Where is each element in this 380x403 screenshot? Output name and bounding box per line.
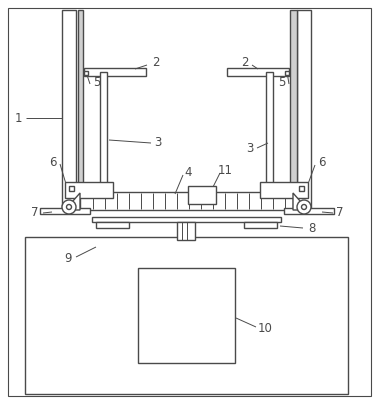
Text: 6: 6 <box>318 156 326 170</box>
Text: 3: 3 <box>154 137 162 150</box>
Text: 6: 6 <box>49 156 57 170</box>
Bar <box>69 186 74 191</box>
Text: 3: 3 <box>246 141 254 154</box>
Bar <box>285 71 289 75</box>
Bar <box>227 68 289 76</box>
Bar <box>80 192 293 210</box>
Circle shape <box>297 200 311 214</box>
Bar <box>96 222 129 228</box>
Text: 11: 11 <box>217 164 233 177</box>
Bar <box>244 222 277 228</box>
Circle shape <box>66 204 71 210</box>
Text: 7: 7 <box>31 206 39 220</box>
Bar <box>266 72 273 194</box>
Bar <box>138 268 235 363</box>
Text: 9: 9 <box>64 251 72 264</box>
Bar <box>260 182 308 198</box>
Polygon shape <box>65 193 80 210</box>
Text: 2: 2 <box>241 56 249 69</box>
Text: 5: 5 <box>278 77 286 89</box>
Bar <box>177 222 195 240</box>
Polygon shape <box>293 193 308 210</box>
Bar <box>299 186 304 191</box>
Text: 7: 7 <box>336 206 344 220</box>
Text: 2: 2 <box>152 56 160 69</box>
Bar <box>84 68 146 76</box>
Bar <box>284 208 334 214</box>
Bar <box>84 71 88 75</box>
Text: 5: 5 <box>93 77 101 89</box>
Text: 4: 4 <box>184 166 192 179</box>
Text: 8: 8 <box>308 222 316 235</box>
Bar <box>25 237 348 394</box>
Bar <box>65 182 113 198</box>
Bar <box>100 72 107 194</box>
Bar <box>78 10 83 210</box>
Bar <box>62 10 76 210</box>
Circle shape <box>62 200 76 214</box>
Text: 10: 10 <box>258 322 272 334</box>
Bar <box>40 208 90 214</box>
Bar <box>92 217 281 222</box>
Bar <box>290 10 297 210</box>
Bar <box>188 186 216 204</box>
Text: 1: 1 <box>14 112 22 125</box>
Bar <box>297 10 311 210</box>
Circle shape <box>301 204 307 210</box>
